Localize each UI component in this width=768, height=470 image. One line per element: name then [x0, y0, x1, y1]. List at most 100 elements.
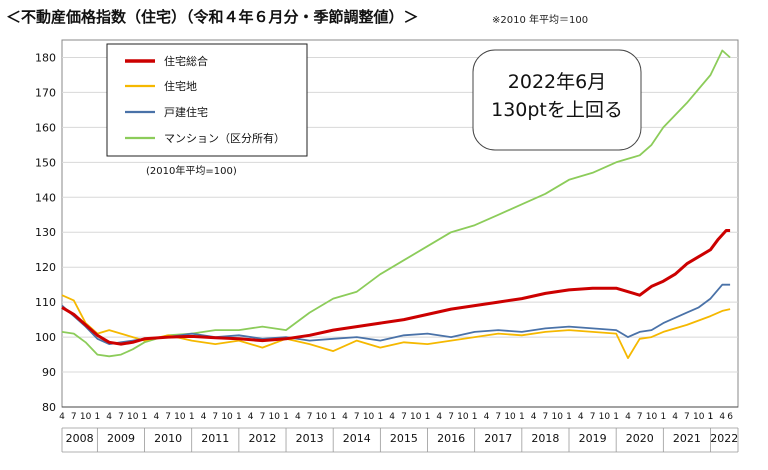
y-tick-label: 140: [35, 191, 56, 204]
x-month-tick-label: 10: [316, 412, 328, 422]
page-title: ＜不動産価格指数（住宅）（令和４年６月分・季節調整値）＞: [6, 8, 419, 26]
y-tick-label: 150: [35, 156, 56, 169]
annotation-callout: 2022年6月 130ptを上回る: [472, 49, 642, 151]
series-line-3: [61, 283, 731, 345]
x-month-tick-label: 1: [330, 412, 336, 422]
x-year-label: 2020: [626, 432, 654, 445]
x-month-tick-label: 10: [504, 412, 516, 422]
y-tick-label: 130: [35, 226, 56, 239]
x-year-label: 2021: [673, 432, 701, 445]
x-month-tick-label: 1: [189, 412, 195, 422]
y-tick-label: 170: [35, 86, 56, 99]
x-month-tick-label: 7: [212, 412, 218, 422]
x-year-label: 2017: [484, 432, 512, 445]
x-month-tick-label: 1: [708, 412, 714, 422]
x-month-tick-label: 4: [389, 412, 395, 422]
legend-label: 戸建住宅: [164, 105, 208, 119]
x-month-tick-label: 1: [519, 412, 525, 422]
legend-label: 住宅地: [164, 79, 197, 93]
x-month-tick-label: 7: [590, 412, 596, 422]
x-month-tick-label: 4: [248, 412, 254, 422]
y-tick-label: 90: [42, 366, 56, 379]
x-month-tick-label: 7: [684, 412, 690, 422]
y-tick-label: 80: [42, 401, 56, 414]
y-tick-label: 180: [35, 51, 56, 64]
legend-label: 住宅総合: [164, 54, 208, 68]
x-year-label: 2012: [248, 432, 276, 445]
callout-box: [472, 49, 642, 151]
x-month-tick-label: 7: [401, 412, 407, 422]
x-year-label: 2013: [296, 432, 324, 445]
x-year-label: 2022: [710, 432, 738, 445]
x-month-tick-label: 7: [543, 412, 549, 422]
x-month-tick-label: 7: [165, 412, 171, 422]
x-month-tick-label: 10: [80, 412, 92, 422]
y-tick-label: 120: [35, 261, 56, 274]
x-month-tick-label: 1: [566, 412, 572, 422]
x-month-tick-label: 4: [672, 412, 678, 422]
y-tick-label: 160: [35, 121, 56, 134]
x-month-tick-label: 1: [95, 412, 101, 422]
x-year-label: 2008: [66, 432, 94, 445]
y-tick-label: 110: [35, 296, 56, 309]
x-month-tick-label: 4: [295, 412, 301, 422]
series-line-2: [61, 294, 731, 359]
x-month-tick-label: 4: [719, 412, 725, 422]
x-month-tick-label: 4: [484, 412, 490, 422]
x-year-label: 2016: [437, 432, 465, 445]
x-month-tick-label: 7: [71, 412, 77, 422]
x-month-tick-label: 4: [625, 412, 631, 422]
x-month-tick-label: 10: [221, 412, 233, 422]
x-month-tick-label: 7: [448, 412, 454, 422]
x-month-tick-label: 1: [660, 412, 666, 422]
x-month-tick-label: 10: [646, 412, 658, 422]
x-month-tick-label: 7: [637, 412, 643, 422]
x-month-tick-label: 10: [127, 412, 139, 422]
x-month-tick-label: 1: [613, 412, 619, 422]
x-month-tick-label: 4: [578, 412, 584, 422]
x-month-tick-label: 10: [551, 412, 563, 422]
x-month-tick-label: 7: [118, 412, 124, 422]
x-month-tick-label: 1: [142, 412, 148, 422]
x-month-tick-label: 10: [599, 412, 611, 422]
x-month-tick-label: 10: [410, 412, 422, 422]
x-year-label: 2018: [531, 432, 559, 445]
x-year-label: 2010: [154, 432, 182, 445]
x-month-tick-label: 1: [377, 412, 383, 422]
series-line-4: [61, 49, 731, 358]
x-year-label: 2011: [201, 432, 229, 445]
x-month-tick-label: 10: [457, 412, 469, 422]
base-note-label: (2010年平均=100): [146, 164, 237, 177]
x-month-tick-label: 1: [425, 412, 431, 422]
x-month-tick-label: 10: [269, 412, 281, 422]
legend-label: マンション（区分所有）: [164, 131, 285, 145]
x-month-tick-label: 10: [174, 412, 186, 422]
series-line-1: [61, 229, 731, 346]
x-month-tick-label: 4: [201, 412, 207, 422]
x-month-tick-label: 6: [727, 412, 733, 422]
x-year-label: 2009: [107, 432, 135, 445]
callout-line-2: 130ptを上回る: [491, 99, 623, 121]
x-month-tick-label: 1: [283, 412, 289, 422]
x-month-tick-label: 4: [59, 412, 65, 422]
x-month-tick-label: 4: [106, 412, 112, 422]
x-year-label: 2019: [579, 432, 607, 445]
x-month-tick-label: 7: [307, 412, 313, 422]
x-month-tick-label: 4: [342, 412, 348, 422]
x-month-tick-label: 4: [436, 412, 442, 422]
x-month-tick-label: 4: [153, 412, 159, 422]
x-month-tick-label: 10: [693, 412, 705, 422]
callout-line-1: 2022年6月: [508, 71, 606, 93]
y-tick-label: 100: [35, 331, 56, 344]
base-year-note: ※2010 年平均＝100: [492, 15, 589, 26]
x-month-tick-label: 1: [708, 412, 714, 422]
x-month-tick-label: 7: [495, 412, 501, 422]
x-month-tick-label: 1: [472, 412, 478, 422]
x-year-label: 2014: [343, 432, 371, 445]
x-month-tick-label: 10: [363, 412, 375, 422]
x-year-label: 2015: [390, 432, 418, 445]
x-month-tick-label: 1: [236, 412, 242, 422]
